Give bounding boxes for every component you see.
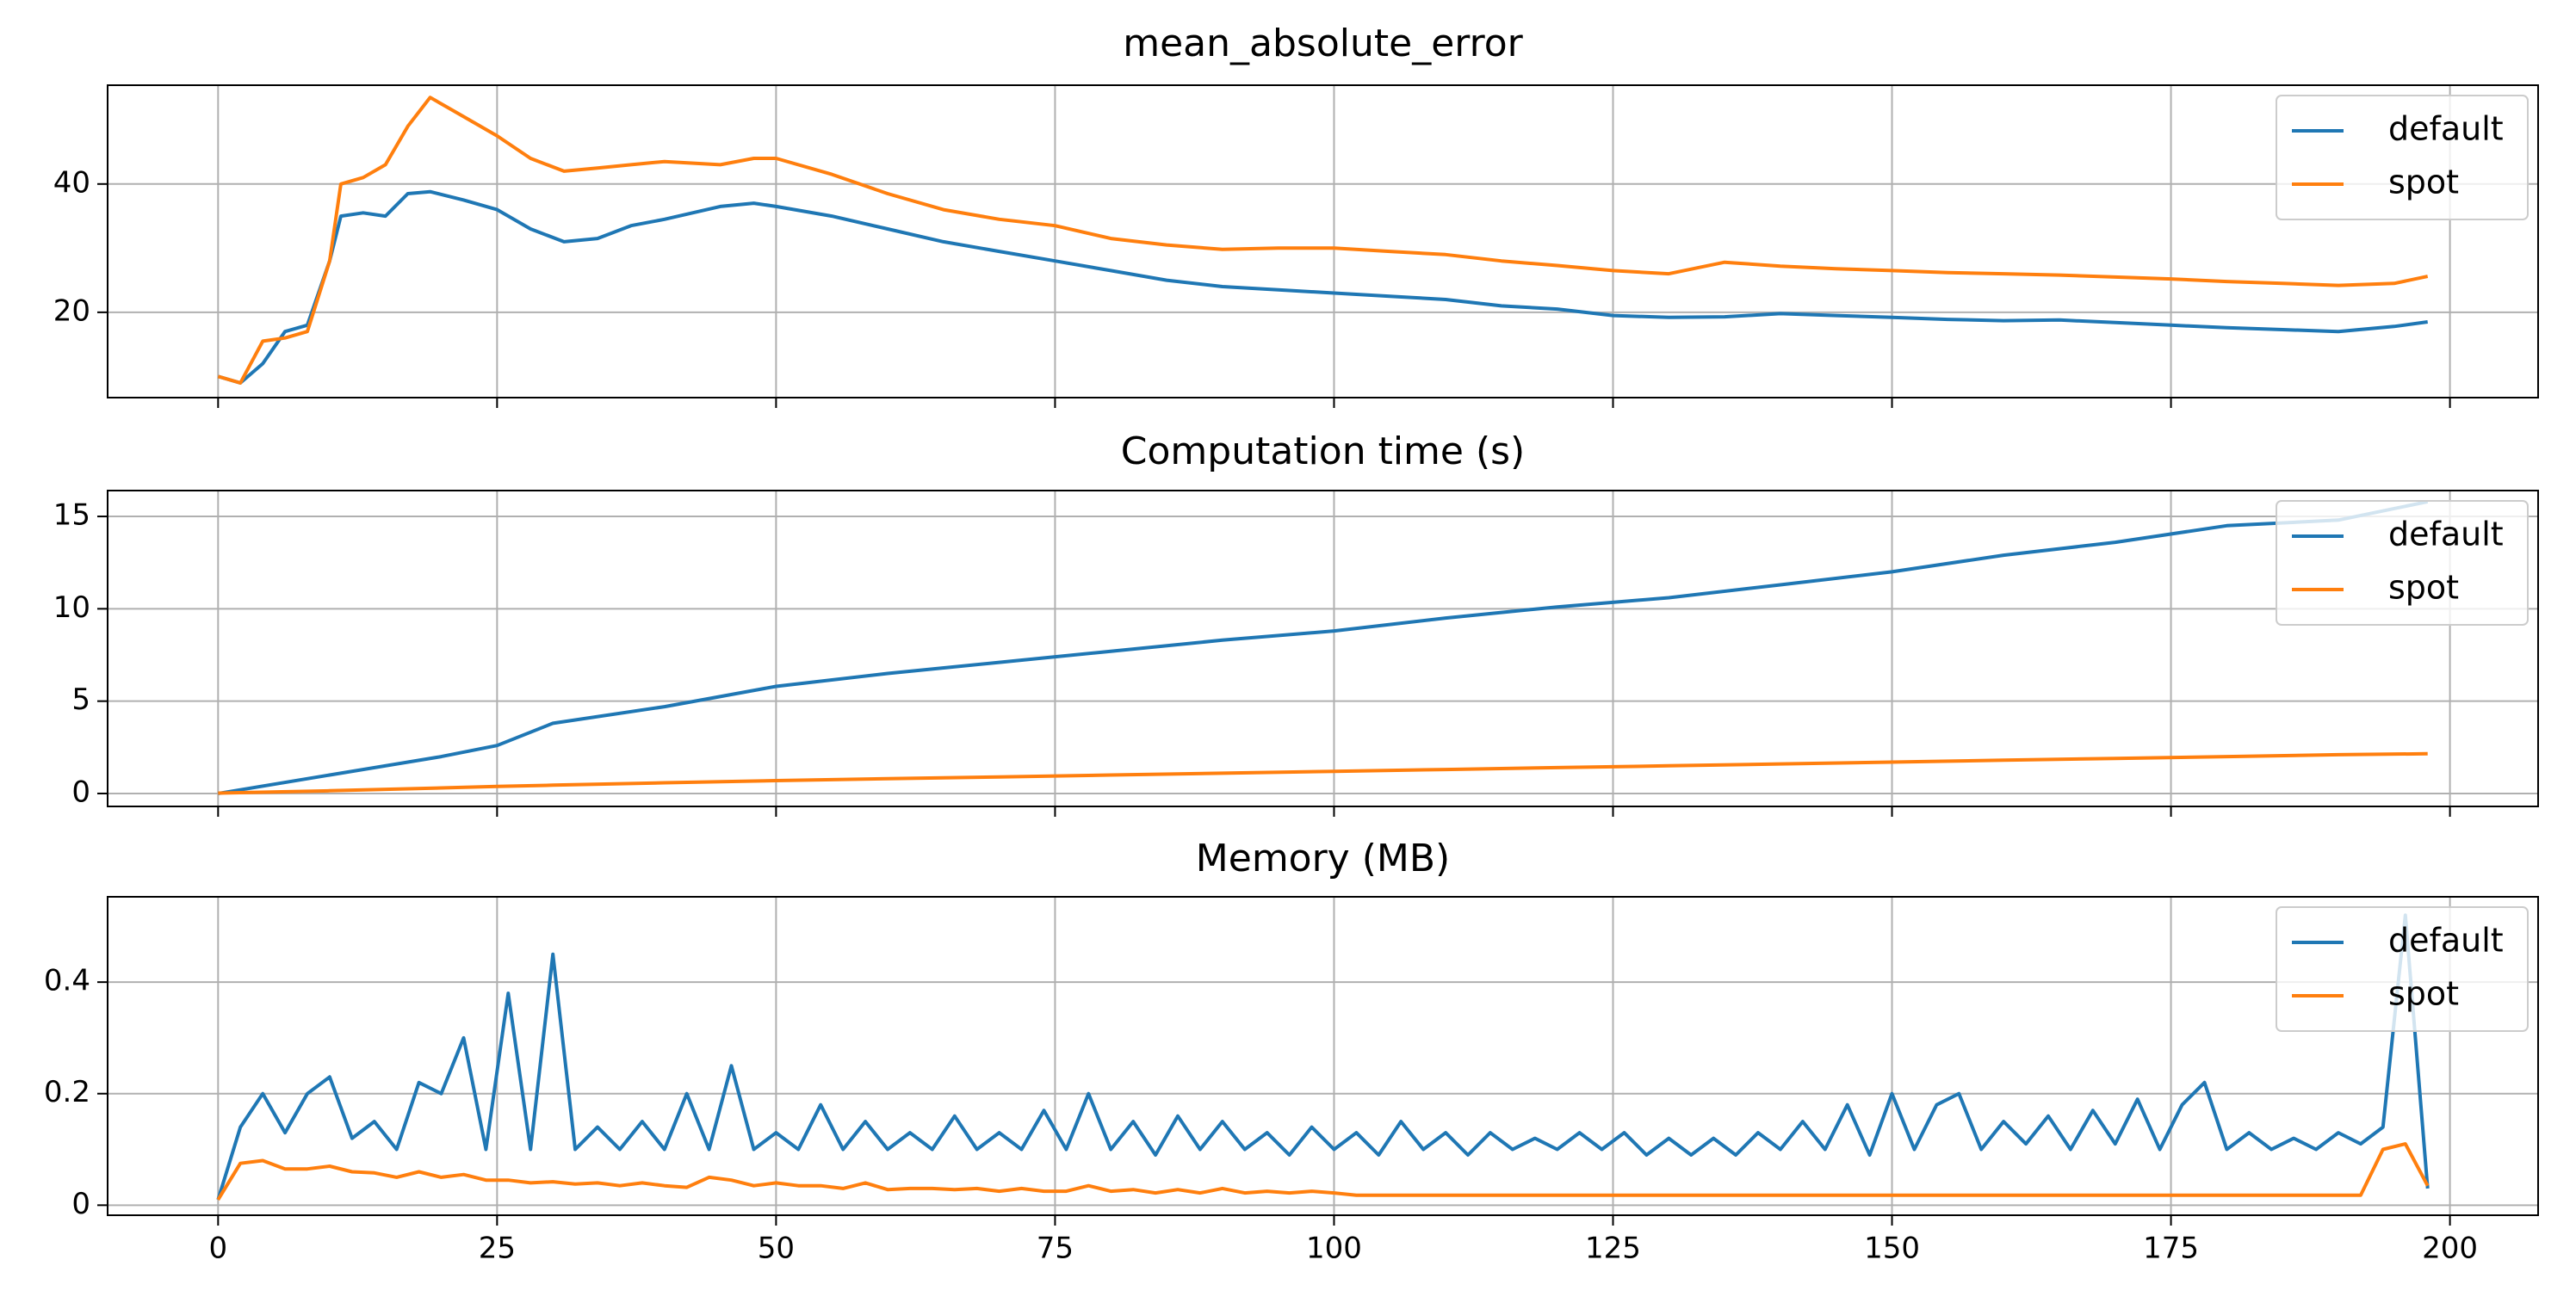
x-tick-label: 100 — [1306, 1232, 1362, 1266]
legend-label: default — [2388, 110, 2504, 148]
legend-label: spot — [2388, 975, 2459, 1013]
x-tick-label: 0 — [208, 1232, 227, 1266]
data-line — [217, 96, 2429, 385]
y-tick-label: 10 — [53, 590, 90, 625]
data-line — [216, 913, 2430, 1201]
legend-box — [2276, 906, 2529, 1032]
x-tick-label: 25 — [479, 1232, 516, 1266]
chart-title: Memory (MB) — [1196, 837, 1450, 880]
data-line — [217, 499, 2429, 795]
axes-frame — [107, 896, 2539, 1216]
legend: default spot — [2276, 906, 2529, 1032]
y-tick-label: 40 — [53, 165, 90, 200]
chart-title: mean_absolute_error — [1123, 22, 1523, 65]
y-tick-label: 0 — [71, 1187, 90, 1221]
y-tick-label: 15 — [53, 498, 90, 533]
y-tick-label: 20 — [53, 293, 90, 328]
legend: default spot — [2276, 95, 2529, 220]
x-tick-label: 50 — [758, 1232, 795, 1266]
legend: default spot — [2276, 500, 2529, 626]
x-tick-label: 175 — [2143, 1232, 2199, 1266]
x-tick-label: 125 — [1585, 1232, 1641, 1266]
axes-frame — [107, 84, 2539, 398]
legend-box — [2276, 500, 2529, 626]
legend-label: default — [2388, 516, 2504, 553]
chart-title: Computation time (s) — [1121, 429, 1525, 473]
legend-label: spot — [2388, 164, 2459, 201]
axes-frame — [107, 490, 2539, 807]
y-tick-label: 0 — [71, 775, 90, 809]
x-tick-label: 75 — [1037, 1232, 1074, 1266]
x-tick-label: 150 — [1864, 1232, 1920, 1266]
data-line — [217, 189, 2428, 385]
legend-box — [2276, 95, 2529, 220]
x-tick-label: 200 — [2422, 1232, 2478, 1266]
legend-label: spot — [2388, 569, 2459, 607]
data-line — [216, 1142, 2430, 1201]
legend-label: default — [2388, 922, 2504, 960]
y-tick-label: 5 — [71, 682, 90, 717]
data-line — [218, 751, 2428, 795]
y-tick-label: 0.2 — [44, 1075, 90, 1109]
y-tick-label: 0.4 — [44, 964, 90, 998]
